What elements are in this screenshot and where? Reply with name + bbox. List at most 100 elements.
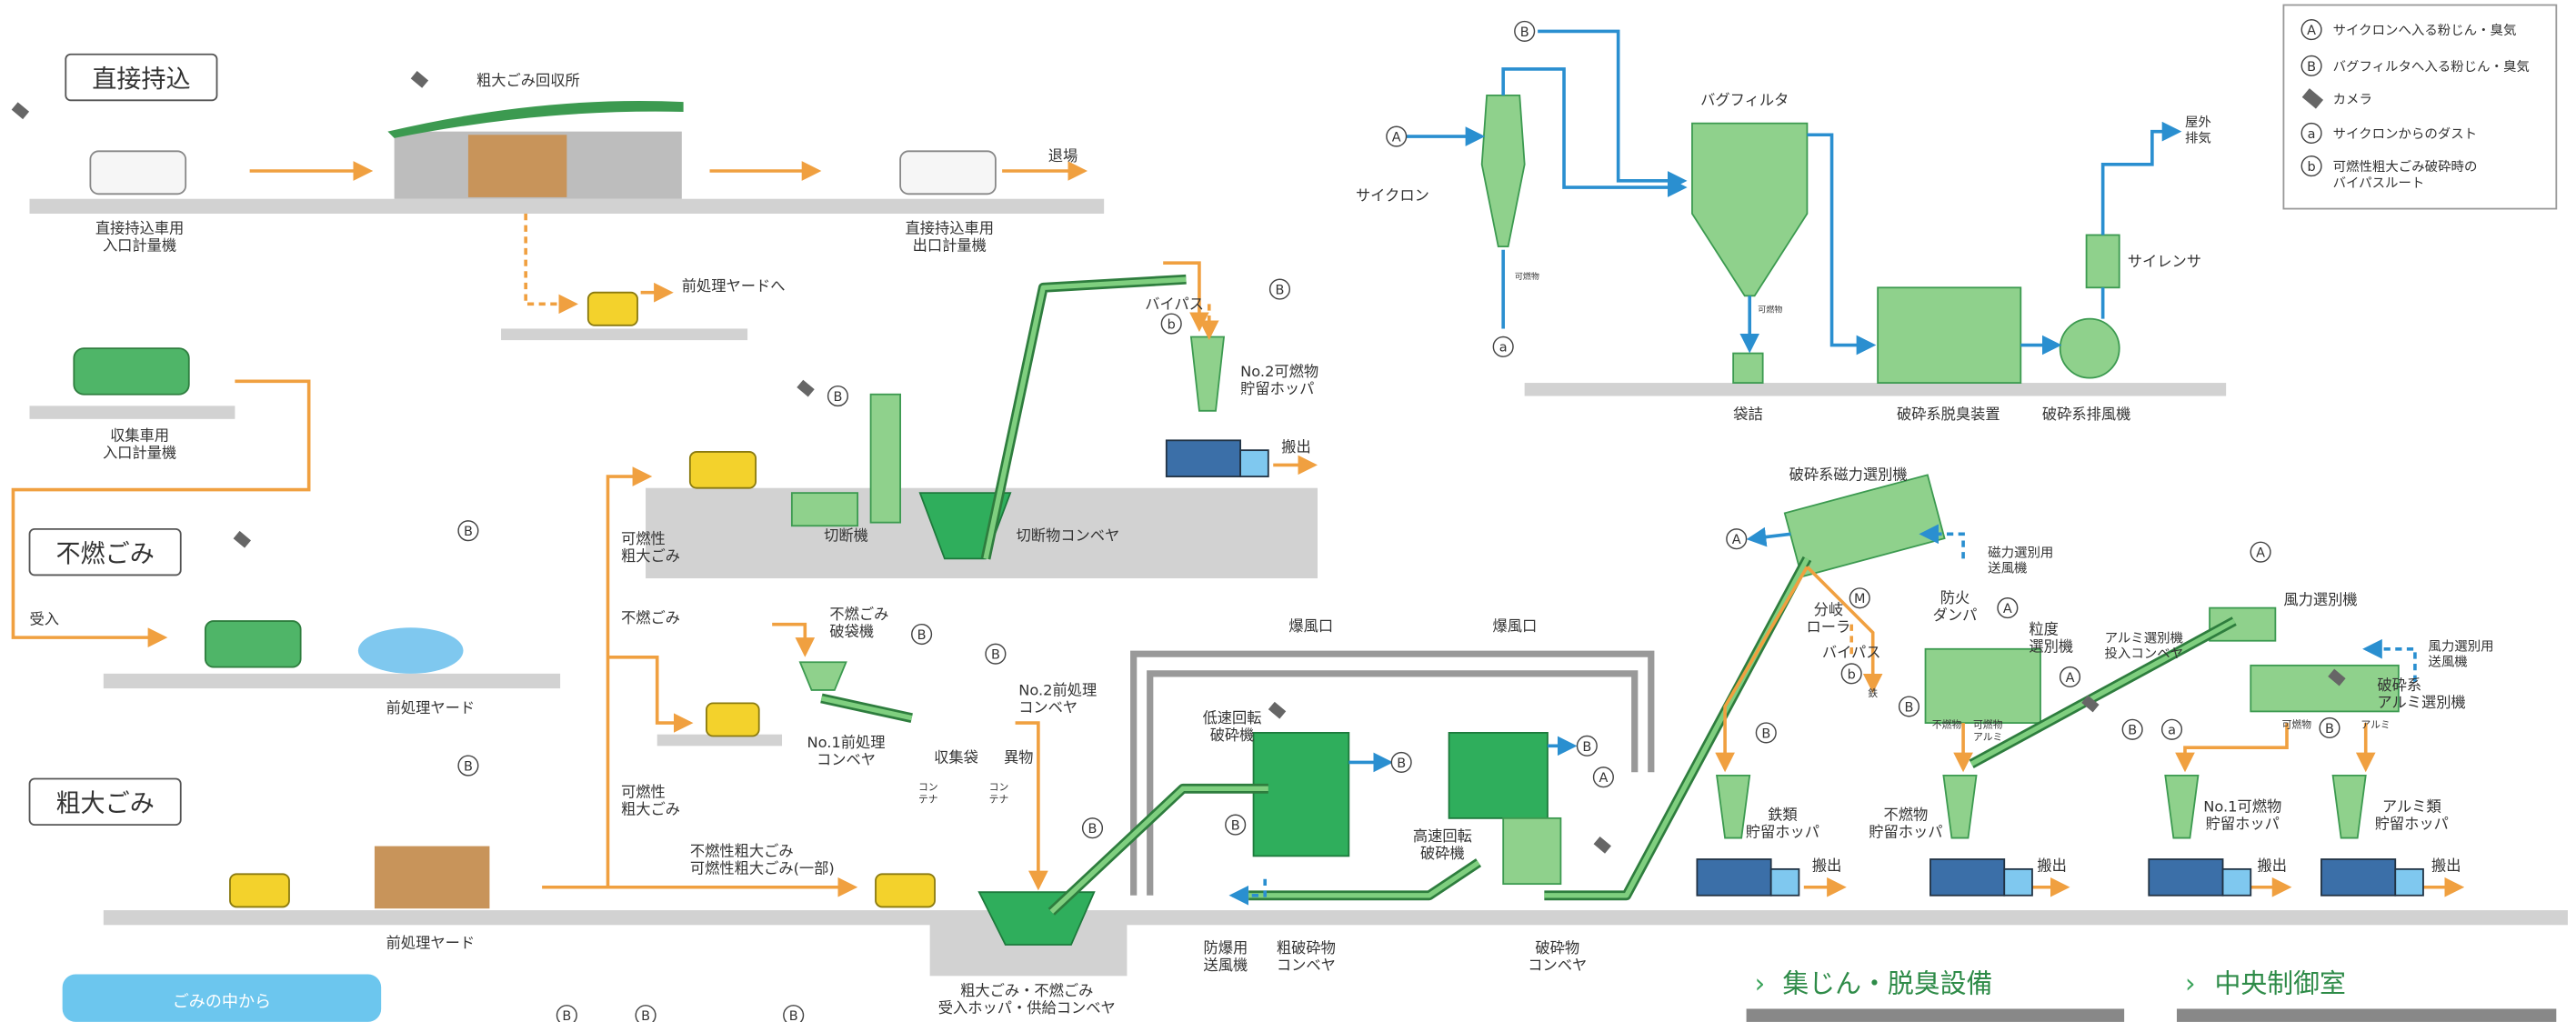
label: No.1可燃物 <box>2203 798 2281 816</box>
label: 屋外 <box>2185 115 2211 130</box>
label: 退場 <box>1048 147 1078 165</box>
truck-body <box>2321 859 2395 896</box>
marker-letter: B <box>2325 722 2334 736</box>
label: 貯留ホッパ <box>2375 816 2449 833</box>
label: 破砕系磁力選別機 <box>1789 466 1908 484</box>
camera <box>234 531 251 548</box>
label: 貯留ホッパ <box>2206 816 2280 833</box>
label: 排気 <box>2185 130 2211 145</box>
label: 破砕系排風機 <box>2042 406 2131 423</box>
label: サイレンサ <box>2128 253 2201 270</box>
camera <box>1594 837 1611 854</box>
label: 搬出 <box>2257 857 2287 875</box>
marker-letter: B <box>1088 822 1098 837</box>
heading-icon: › <box>1755 967 1766 998</box>
marker-letter: A <box>2003 602 2012 616</box>
marker-letter: A <box>1732 533 1741 547</box>
label: 粗大ごみ <box>621 800 680 817</box>
label: 貯留ホッパ <box>1240 380 1314 397</box>
label: 送風機 <box>1203 957 1248 974</box>
truck-cab <box>2395 869 2423 896</box>
marker-letter: A <box>2256 546 2265 561</box>
label: バイパス <box>1822 644 1881 661</box>
truck-body <box>1697 859 1770 896</box>
marker-letter: a <box>2168 724 2176 738</box>
marker-letter: B <box>562 1009 571 1022</box>
label: 不燃ごみ <box>829 606 888 623</box>
legend-text: カメラ <box>2333 93 2372 107</box>
label: 前処理ヤード <box>386 699 476 716</box>
marker-letter: B <box>641 1009 650 1022</box>
marker-letter: A <box>1392 130 1401 145</box>
label: 鉄 <box>1868 686 1878 699</box>
truck-body <box>1930 859 2004 896</box>
label: 前処理ヤード <box>386 935 476 952</box>
label: アルミ <box>1973 731 2002 743</box>
label: 不燃物 <box>1932 717 1962 730</box>
legend-text: バグフィルタへ入る粉じん・臭気 <box>2333 59 2530 75</box>
label: 爆風口 <box>1288 617 1333 635</box>
marker-letter: B <box>464 759 473 774</box>
label: コンベヤ <box>1018 698 1078 716</box>
label: 破袋機 <box>829 623 874 640</box>
marker-letter: B <box>789 1009 798 1022</box>
label: 破砕系脱臭装置 <box>1897 406 2000 423</box>
note: ごみの中から <box>173 993 271 1012</box>
label: 風力選別機 <box>2283 591 2357 608</box>
label: 破砕物 <box>1535 939 1579 957</box>
legend-symbol: B <box>2307 60 2316 75</box>
label: 爆風口 <box>1492 617 1537 635</box>
label: バイパス <box>1145 296 1204 313</box>
label: 可燃性 <box>621 783 666 800</box>
label: 収集車用 <box>110 426 169 444</box>
label: ダンパ <box>1933 606 1978 624</box>
label: 粒度 <box>2029 621 2059 638</box>
marker-letter: B <box>1905 700 1914 715</box>
label: バグフィルタ <box>1700 92 1789 109</box>
label: 可燃性粗大ごみ(一部) <box>690 859 835 877</box>
legend-text: 可燃性粗大ごみ破砕時の <box>2333 158 2478 175</box>
truck-cab <box>2004 869 2032 896</box>
label: 不燃ごみ <box>621 609 680 626</box>
label: サイクロン <box>1356 187 1429 205</box>
camera <box>797 380 814 397</box>
label: 防爆用 <box>1203 939 1248 957</box>
label: 切断物コンベヤ <box>1017 527 1120 545</box>
legend-text: バイパスルート <box>2333 175 2425 191</box>
label: 粗破砕物 <box>1277 939 1336 957</box>
section-label: 粗大ごみ <box>55 790 154 818</box>
label: 受入ホッパ・供給コンベヤ <box>938 999 1116 1017</box>
label: 異物 <box>1004 748 1034 766</box>
label: 可燃物 <box>1758 304 1782 315</box>
label: 貯留ホッパ <box>1869 824 1942 841</box>
label: 前処理ヤードへ <box>682 277 786 295</box>
camera <box>12 102 29 119</box>
truck-body <box>1167 440 1240 476</box>
section-label: 不燃ごみ <box>55 540 154 568</box>
label: 破砕機 <box>1420 845 1465 862</box>
legend-text: サイクロンからのダスト <box>2333 126 2478 142</box>
marker-letter: B <box>1520 25 1529 40</box>
label: アルミ <box>2360 718 2390 730</box>
legend-symbol: a <box>2308 127 2316 142</box>
marker-letter: M <box>1854 592 1865 606</box>
truck-cab <box>1240 450 1268 476</box>
label: 粗大ごみ回収所 <box>476 72 580 89</box>
label: 送風機 <box>1988 561 2027 576</box>
truck-cab <box>2223 869 2251 896</box>
flow-diagram: › › ごみの中から 集じん・脱臭設備 中央制御室 直接持込 不燃ごみ 粗大ごみ… <box>0 0 2576 1022</box>
label: 入口計量機 <box>103 444 176 461</box>
marker-letter: a <box>1499 341 1508 356</box>
label: 可燃物 <box>1515 271 1539 282</box>
label: コンベヤ <box>1277 957 1336 974</box>
truck-body <box>2149 859 2222 896</box>
section-label: 直接持込 <box>92 65 190 94</box>
marker-letter: B <box>833 390 842 405</box>
label: 出口計量機 <box>913 237 987 255</box>
marker-letter: B <box>1582 740 1591 755</box>
label: 不燃物 <box>1883 807 1928 824</box>
marker-letter: B <box>464 525 473 539</box>
label: 鉄類 <box>1768 807 1798 824</box>
label: 収集袋 <box>934 748 978 766</box>
label: 磁力選別用 <box>1988 546 2053 561</box>
